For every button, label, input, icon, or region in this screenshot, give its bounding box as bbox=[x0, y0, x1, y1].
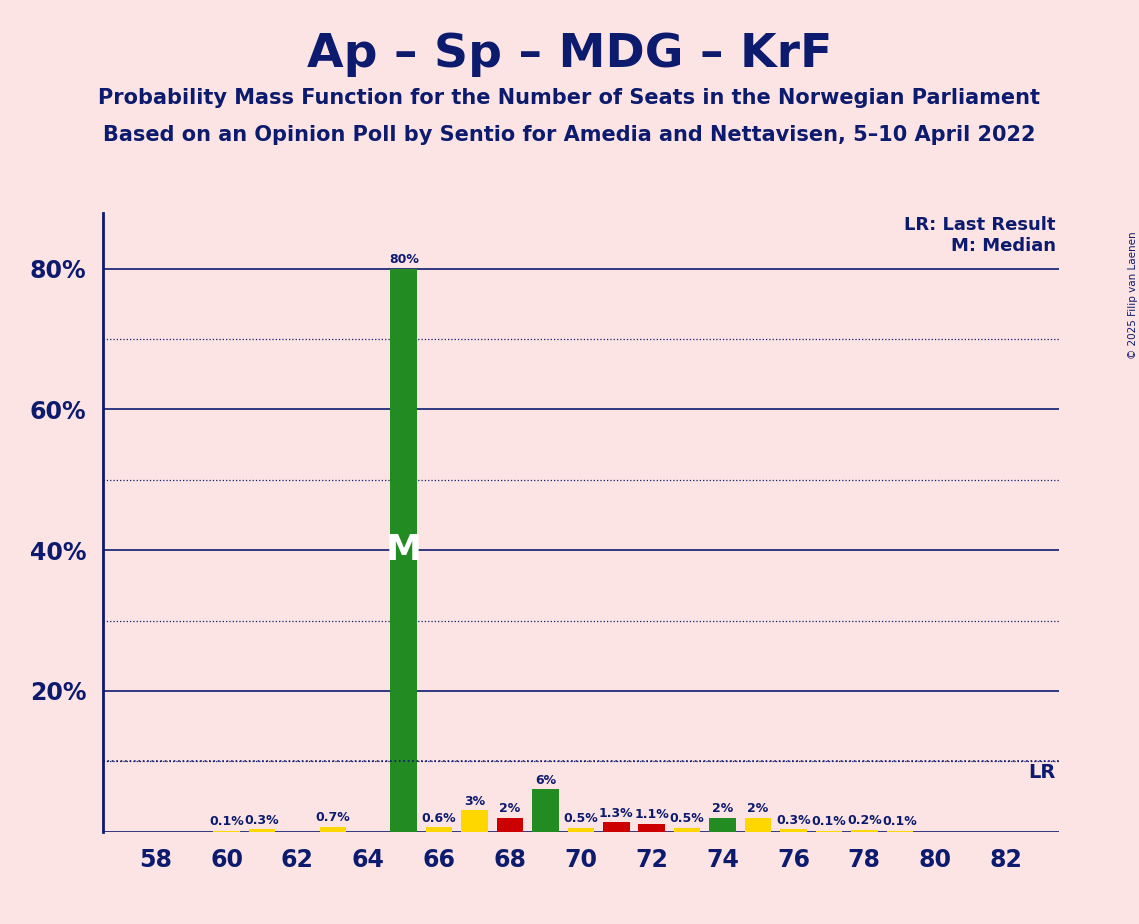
Bar bbox=[497, 818, 523, 832]
Text: 0.1%: 0.1% bbox=[812, 815, 846, 828]
Text: 80%: 80% bbox=[388, 253, 419, 266]
Bar bbox=[603, 822, 630, 832]
Bar bbox=[426, 827, 452, 832]
Bar bbox=[391, 269, 417, 832]
Text: 2%: 2% bbox=[712, 802, 734, 815]
Bar bbox=[532, 789, 559, 832]
Bar bbox=[461, 810, 487, 832]
Bar bbox=[248, 830, 276, 832]
Text: 0.5%: 0.5% bbox=[670, 812, 705, 825]
Text: 2%: 2% bbox=[499, 802, 521, 815]
Text: 0.5%: 0.5% bbox=[564, 812, 598, 825]
Text: LR: LR bbox=[1029, 763, 1056, 783]
Text: 3%: 3% bbox=[464, 795, 485, 808]
Bar bbox=[567, 828, 595, 832]
Bar bbox=[745, 818, 771, 832]
Bar bbox=[674, 828, 700, 832]
Text: 0.6%: 0.6% bbox=[421, 811, 457, 824]
Text: M: M bbox=[386, 533, 421, 567]
Text: 0.2%: 0.2% bbox=[847, 814, 882, 827]
Text: Ap – Sp – MDG – KrF: Ap – Sp – MDG – KrF bbox=[306, 32, 833, 78]
Text: M: Median: M: Median bbox=[951, 237, 1056, 255]
Text: 0.3%: 0.3% bbox=[776, 814, 811, 827]
Bar bbox=[851, 830, 878, 832]
Text: 0.1%: 0.1% bbox=[210, 815, 244, 828]
Text: Based on an Opinion Poll by Sentio for Amedia and Nettavisen, 5–10 April 2022: Based on an Opinion Poll by Sentio for A… bbox=[104, 125, 1035, 145]
Text: Probability Mass Function for the Number of Seats in the Norwegian Parliament: Probability Mass Function for the Number… bbox=[98, 88, 1041, 108]
Text: 6%: 6% bbox=[535, 773, 556, 786]
Text: 0.7%: 0.7% bbox=[316, 811, 350, 824]
Bar bbox=[710, 818, 736, 832]
Text: 1.3%: 1.3% bbox=[599, 807, 633, 820]
Text: 0.1%: 0.1% bbox=[883, 815, 917, 828]
Bar bbox=[320, 827, 346, 832]
Bar bbox=[780, 830, 806, 832]
Text: 2%: 2% bbox=[747, 802, 769, 815]
Bar bbox=[639, 824, 665, 832]
Text: © 2025 Filip van Laenen: © 2025 Filip van Laenen bbox=[1129, 231, 1138, 359]
Text: 1.1%: 1.1% bbox=[634, 808, 669, 821]
Text: LR: Last Result: LR: Last Result bbox=[904, 216, 1056, 234]
Text: 0.3%: 0.3% bbox=[245, 814, 279, 827]
